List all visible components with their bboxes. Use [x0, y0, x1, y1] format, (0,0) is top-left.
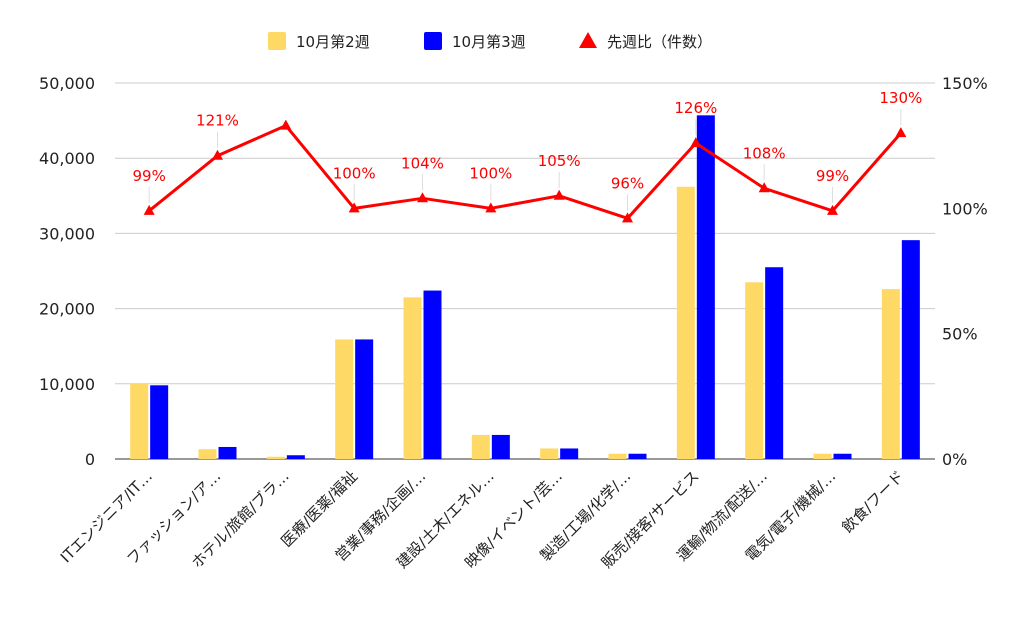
bar-week2	[335, 339, 354, 459]
left-y-tick-label: 10,000	[39, 375, 95, 394]
ratio-data-label: 108%	[743, 144, 786, 162]
bar-week3	[423, 290, 442, 459]
bar-week2	[540, 448, 559, 459]
bar-week3	[765, 267, 784, 459]
chart-grid	[115, 82, 935, 460]
ratio-data-label: 100%	[333, 164, 376, 182]
bar-week2	[676, 186, 695, 459]
bar-week2	[198, 449, 217, 459]
bar-week3	[628, 453, 647, 459]
ratio-marker	[622, 212, 633, 223]
ratio-marker	[758, 182, 770, 193]
bar-week3	[355, 339, 374, 459]
ratio-marker	[895, 127, 907, 138]
ratio-marker	[417, 192, 428, 203]
ratio-line	[148, 124, 902, 220]
bar-week3	[150, 385, 169, 459]
bar-week2	[608, 453, 627, 459]
legend-label: 10月第2週	[296, 33, 370, 51]
left-y-axis: 0 10,000 20,000 30,000 40,000 50,000	[39, 74, 95, 469]
left-y-tick-label: 20,000	[39, 300, 95, 319]
ratio-marker	[348, 202, 360, 213]
legend-label: 先週比（件数）	[607, 33, 712, 51]
ratio-data-label: 96%	[611, 174, 644, 192]
ratio-data-label: 130%	[879, 89, 922, 107]
right-y-axis: 0% 50% 100% 150%	[942, 74, 988, 469]
bar-week2	[471, 434, 490, 459]
bar-week2	[130, 383, 149, 459]
x-axis-categories: ITエンジニア/IT…ファッション/ア…ホテル/旅館/ブラ…医療/医薬/福祉営業…	[57, 467, 908, 572]
bar-week2	[266, 456, 285, 459]
bar-week2	[745, 282, 764, 459]
ratio-marker	[553, 189, 565, 200]
ratio-data-label: 121%	[196, 112, 239, 130]
bar-week3	[560, 448, 579, 459]
bar-week3	[696, 115, 715, 459]
legend-swatch	[424, 32, 442, 50]
ratio-data-label: 126%	[674, 99, 717, 117]
bar-week2	[403, 297, 422, 459]
legend-swatch	[268, 32, 286, 50]
chart-legend: 10月第2週 10月第3週 先週比（件数）	[268, 32, 712, 51]
legend-label: 10月第3週	[452, 33, 526, 51]
bar-week3	[286, 455, 305, 459]
ratio-marker	[143, 204, 155, 215]
ratio-data-label: 99%	[816, 167, 849, 185]
bar-week3	[491, 434, 510, 459]
bar-week2	[881, 289, 900, 459]
ratio-data-label: 99%	[132, 167, 165, 185]
bar-week3	[901, 240, 920, 459]
right-y-tick-label: 50%	[942, 325, 978, 344]
ratio-data-label: 104%	[401, 154, 444, 172]
legend-swatch	[579, 32, 597, 48]
ratio-data-label: 100%	[469, 164, 512, 182]
bar-week2	[813, 453, 832, 459]
ratio-data-label: 105%	[538, 152, 581, 170]
ratio-marker	[827, 204, 838, 215]
left-y-tick-label: 40,000	[39, 149, 95, 168]
left-y-tick-label: 50,000	[39, 74, 95, 93]
left-y-tick-label: 0	[85, 450, 95, 469]
right-y-tick-label: 100%	[942, 199, 988, 218]
ratio-marker	[485, 202, 497, 213]
ratio-marker	[280, 119, 292, 130]
left-y-tick-label: 30,000	[39, 224, 95, 243]
line-series: 99% 121% 100% 104% 100% 105% 96% 126% 108% 99% 130…	[132, 89, 922, 223]
ratio-marker	[690, 137, 702, 148]
right-y-tick-label: 0%	[942, 450, 967, 469]
x-category-label: 飲食/フード	[838, 467, 907, 536]
bar-week3	[218, 446, 237, 459]
bar-marks	[130, 115, 920, 459]
right-y-tick-label: 150%	[942, 74, 988, 93]
ratio-marker	[212, 149, 223, 160]
bar-week3	[833, 453, 852, 459]
